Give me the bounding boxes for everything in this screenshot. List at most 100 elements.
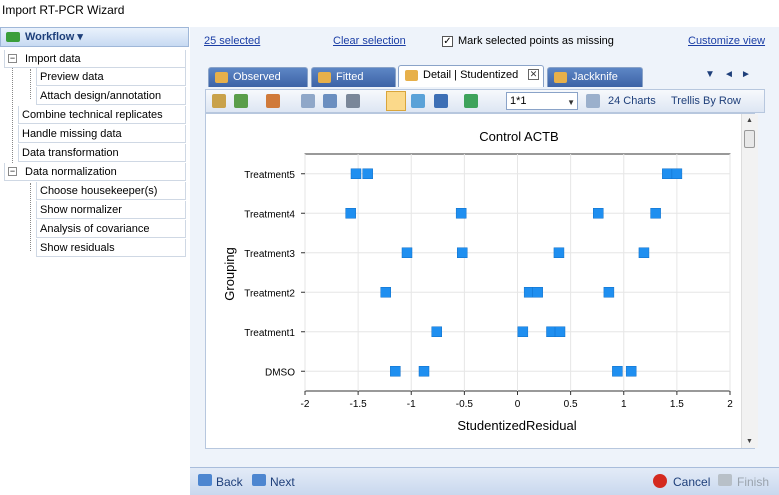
tree-item-label: Show residuals [40,242,115,254]
tree-item-data-transformation[interactable]: Data transformation [18,144,186,162]
y-tick-label: Treatment2 [244,288,295,299]
trellis-label[interactable]: Trellis By Row [671,95,741,107]
x-tick-label: -2 [301,399,310,410]
back-arrow-icon[interactable] [198,474,212,486]
data-point [418,366,430,377]
wizard-footer: Back Next Cancel Finish [190,467,779,495]
collapse-icon[interactable]: − [8,53,17,63]
refresh-icon[interactable] [464,94,478,108]
workflow-header-label: Workflow ▾ [25,31,83,43]
back-button[interactable]: Back [216,475,243,489]
scatter-chart: Control ACTB -2 -1.5 -1 -0.5 0 0.5 1 1.5 2 DMSO T… [222,129,733,433]
collapse-icon[interactable]: − [8,166,17,176]
tree-item-attach-design[interactable]: Attach design/annotation [36,87,186,105]
data-point [603,287,615,298]
print-icon[interactable] [346,94,360,108]
tree-connector [12,65,13,175]
area-select-icon[interactable] [434,94,448,108]
charts-count-label[interactable]: 24 Charts [608,95,656,107]
tree-item-show-normalizer[interactable]: Show normalizer [36,201,186,219]
tree-item-import-data[interactable]: − Import data [4,50,186,68]
x-tick-label: 1 [621,399,627,410]
chart-icon [318,72,331,83]
data-point [401,247,413,258]
select-tool-icon[interactable] [386,91,406,111]
next-button[interactable]: Next [270,475,295,489]
x-axis-label: StudentizedResidual [457,418,576,433]
tab-fitted[interactable]: Fitted [311,67,396,87]
workflow-header[interactable]: Workflow ▾ [0,27,189,47]
tree-item-label: Import data [25,53,81,65]
close-tab-icon[interactable]: ✕ [528,69,539,80]
tab-next-icon[interactable]: ► [741,69,751,80]
data-point [650,208,661,219]
tree-item-combine-replicates[interactable]: Combine technical replicates [18,106,186,124]
tree-item-analysis-covariance[interactable]: Analysis of covariance [36,220,186,238]
chart-area: Control ACTB -2 -1.5 -1 -0.5 0 0.5 1 1.5 2 DMSO T… [205,113,755,449]
properties-icon[interactable] [212,94,226,108]
data-point [593,208,604,219]
x-tick-label: 2 [727,399,733,410]
export-ppt-icon[interactable] [266,94,280,108]
y-axis-label: Grouping [222,247,237,300]
y-tick-label: Treatment4 [244,209,295,220]
selected-count-link[interactable]: 25 selected [204,35,261,47]
tree-connector [30,183,31,251]
layout-icon[interactable] [586,94,600,108]
chevron-down-icon[interactable]: ▼ [567,98,575,107]
chart-toolbar: 1*1 ▼ 24 Charts Trellis By Row [205,89,765,113]
x-tick-label: 1.5 [670,399,684,410]
zoom-tool-icon[interactable] [411,94,425,108]
x-axis: -2 -1.5 -1 -0.5 0 0.5 1 1.5 2 [301,391,733,410]
data-point [612,366,623,377]
tree-item-data-normalization[interactable]: − Data normalization [4,163,186,181]
tab-observed[interactable]: Observed [208,67,308,87]
tree-item-label: Data normalization [25,166,117,178]
y-tick-label: Treatment1 [244,328,295,339]
cancel-button[interactable]: Cancel [673,475,711,489]
data-point [431,326,442,337]
data-point [380,287,391,298]
data-point [362,168,373,179]
finish-button: Finish [737,475,770,489]
y-axis: DMSO Treatment1 Treatment2 Treatment3 Treatm… [244,170,305,378]
x-tick-label: -1 [407,399,416,410]
tab-detail-studentized[interactable]: Detail | Studentized ✕ [398,65,544,87]
scroll-down-icon[interactable]: ▼ [746,438,753,445]
export-excel-icon[interactable] [234,94,248,108]
workflow-sidebar: Workflow ▾ − Import data Preview data At… [0,27,189,494]
tab-label: Jackknife [572,71,618,83]
scroll-thumb[interactable] [744,130,755,148]
data-point [671,168,683,179]
clear-selection-link[interactable]: Clear selection [333,35,406,47]
tree-item-show-residuals[interactable]: Show residuals [36,239,186,257]
next-arrow-icon[interactable] [252,474,266,486]
mark-missing-checkbox[interactable]: ✓ [442,36,453,47]
customize-view-link[interactable]: Customize view [688,35,766,47]
chart-title: Control ACTB [479,129,558,144]
copy-data-icon[interactable] [323,94,337,108]
tree-item-label: Analysis of covariance [40,223,150,235]
data-point [457,247,468,258]
tree-item-choose-housekeeper[interactable]: Choose housekeeper(s) [36,182,186,200]
tab-jackknife[interactable]: Jackknife [547,67,643,87]
tab-prev-icon[interactable]: ◄ [724,69,734,80]
tree-item-handle-missing[interactable]: Handle missing data [18,125,186,143]
data-point [662,168,673,179]
workflow-icon [6,32,20,42]
chart-icon [554,72,567,83]
tab-list-icon[interactable]: ▼ [705,69,715,80]
data-point [455,208,467,219]
tree-item-label: Show normalizer [40,204,122,216]
stop-icon[interactable] [653,474,667,488]
tree-item-label: Attach design/annotation [40,90,162,102]
scroll-up-icon[interactable]: ▲ [746,117,753,124]
copy-icon[interactable] [301,94,315,108]
data-point [553,247,565,258]
y-tick-label: DMSO [265,367,295,378]
tree-item-preview-data[interactable]: Preview data [36,68,186,86]
mark-missing-label: Mark selected points as missing [458,35,614,47]
layout-combo[interactable]: 1*1 ▼ [506,92,578,110]
chart-scrollbar[interactable]: ▲ ▼ [741,114,758,448]
tree-item-label: Data transformation [22,147,119,159]
